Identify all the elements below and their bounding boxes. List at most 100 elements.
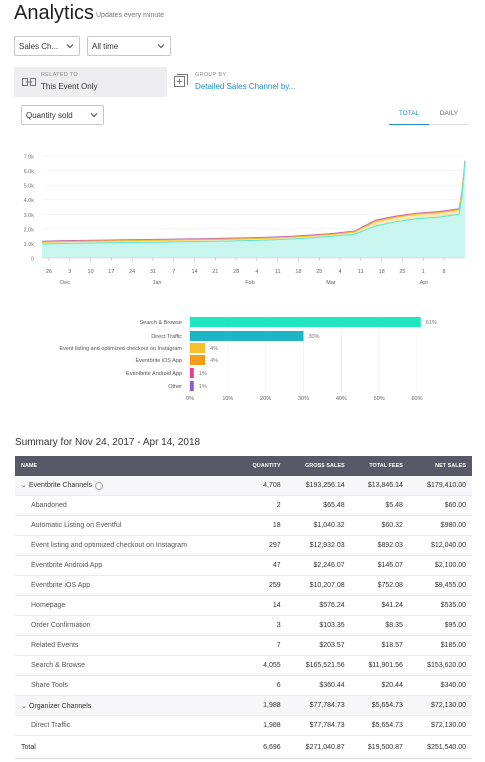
tab-daily[interactable]: DAILY [429, 110, 469, 125]
y-tick-label: 6.0k [24, 169, 35, 175]
x-tick-label: 14 [191, 269, 197, 275]
x-tick-label: 11 [358, 269, 364, 275]
chevron-down-icon[interactable]: ⌄ [21, 702, 27, 710]
table-row: Event listing and optimized checkout on … [15, 535, 472, 556]
y-tick-label: 4.0k [24, 198, 35, 204]
cell-fees: $11,901.56 [350, 655, 409, 676]
series-line [41, 161, 466, 243]
cell-net: $251,540.00 [408, 735, 472, 759]
cell-fees: $5,654.73 [350, 715, 409, 736]
bar [190, 355, 206, 365]
cell-gross: $576.24 [286, 595, 351, 616]
bar-x-tick-label: 20% [260, 396, 271, 402]
group-by-panel[interactable]: GROUP BY Detailed Sales Channel by... [174, 67, 324, 97]
bar [190, 331, 304, 341]
cell-gross: $77,784.73 [286, 715, 351, 736]
related-to-panel[interactable]: RELATED TO This Event Only [14, 67, 167, 97]
month-label: Mar [326, 280, 336, 286]
cell-name: Event listing and optimized checkout on … [15, 535, 237, 556]
tab-total[interactable]: TOTAL [389, 110, 429, 125]
x-tick-label: 3 [68, 269, 71, 275]
series-line [41, 161, 466, 245]
cell-quantity: 6 [237, 675, 287, 696]
group-name: Organizer Channels [29, 702, 92, 710]
metric-select-value: Quantity sold [26, 110, 73, 120]
cell-quantity: 3 [237, 615, 287, 636]
group-by-link[interactable]: Detailed Sales Channel by... [195, 82, 296, 91]
summary-table: NAME QUANTITY GROSS SALES TOTAL FEES NET… [15, 456, 472, 759]
update-note: Updates every minute [96, 12, 165, 19]
y-tick-label: 0 [31, 257, 34, 263]
bar-value-label: 4% [210, 346, 218, 352]
x-tick-label: 18 [379, 269, 385, 275]
cell-quantity: 4,055 [237, 655, 287, 676]
month-label: Dec [60, 280, 70, 286]
bar-category-label: Eventbrite iOS App [136, 358, 182, 364]
group-row[interactable]: ⌄ Eventbrite Channels 4,708 $193,256.14 $13,… [15, 476, 472, 496]
bar [190, 381, 194, 391]
bar-category-label: Event listing and optimized checkout on … [59, 346, 182, 352]
time-select[interactable]: All time [87, 36, 171, 56]
cell-gross: $1,040.32 [286, 515, 351, 536]
y-tick-label: 5.0k [24, 184, 35, 190]
cell-fees: $18.57 [350, 635, 409, 656]
x-tick-label: 1 [422, 269, 425, 275]
cell-name: Total [15, 735, 237, 759]
cell-gross: $103.35 [286, 615, 351, 636]
cell-fees: $13,846.14 [350, 476, 409, 496]
summary-title: Summary for Nov 24, 2017 - Apr 14, 2018 [15, 437, 201, 448]
metric-select[interactable]: Quantity sold [21, 105, 104, 125]
cell-fees: $892.03 [350, 535, 409, 556]
x-tick-label: 25 [316, 269, 322, 275]
cell-name: Share Tools [15, 675, 237, 696]
cell-gross: $360.44 [286, 675, 351, 696]
col-name[interactable]: NAME [15, 456, 237, 476]
y-tick-label: 1.0k [24, 242, 35, 248]
bar-category-label: Search & Browse [140, 320, 183, 326]
related-value: This Event Only [41, 82, 98, 91]
x-tick-label: 24 [129, 269, 135, 275]
col-net-sales[interactable]: NET SALES [408, 456, 472, 476]
cell-name: Automatic Listing on Eventful [15, 515, 237, 536]
table-row: Related Events 7 $203.57 $18.57 $185.00 [15, 635, 472, 656]
table-row: Automatic Listing on Eventful 18 $1,040.32… [15, 515, 472, 536]
x-tick-label: 18 [295, 269, 301, 275]
x-tick-label: 31 [150, 269, 156, 275]
link-icon [22, 78, 36, 86]
bar-x-tick-label: 60% [411, 396, 422, 402]
bar-value-label: 1% [199, 384, 207, 390]
total-row: Total 6,696 $271,040.87 $19,500.87 $251,540.… [15, 735, 472, 759]
cell-quantity: 18 [237, 515, 287, 536]
cell-name: ⌄ Eventbrite Channels [15, 476, 237, 496]
cell-quantity: 1,988 [237, 695, 287, 716]
col-gross-sales[interactable]: GROSS SALES [286, 456, 351, 476]
bar-x-tick-label: 30% [298, 396, 309, 402]
table-row: Direct Traffic 1,988 $77,784.73 $5,654.73 $7… [15, 715, 472, 736]
group-row[interactable]: ⌄ Organizer Channels 1,988 $77,784.73 $5,654… [15, 695, 472, 716]
add-group-icon [174, 74, 188, 87]
col-total-fees[interactable]: TOTAL FEES [350, 456, 409, 476]
cell-quantity: 7 [237, 635, 287, 656]
col-quantity[interactable]: QUANTITY [237, 456, 287, 476]
info-icon[interactable] [95, 481, 104, 490]
cell-name: Order Confirmation [15, 615, 237, 636]
x-tick-label: 11 [275, 269, 281, 275]
cell-gross: $271,040.87 [286, 735, 351, 759]
cell-gross: $165,521.56 [286, 655, 351, 676]
cell-net: $2,100.00 [408, 555, 472, 576]
cell-net: $60.00 [408, 495, 472, 516]
cell-net: $185.00 [408, 635, 472, 656]
bar-category-label: Other [168, 384, 182, 390]
x-tick-label: 10 [88, 269, 94, 275]
group-name: Eventbrite Channels [29, 482, 93, 490]
cell-net: $72,130.00 [408, 695, 472, 716]
chevron-down-icon[interactable]: ⌄ [21, 482, 27, 490]
table-row: Homepage 14 $576.24 $41.24 $535.00 [15, 595, 472, 616]
cell-gross: $203.57 [286, 635, 351, 656]
x-tick-label: 21 [212, 269, 218, 275]
cell-quantity: 14 [237, 595, 287, 616]
bar-value-label: 1% [199, 371, 207, 377]
chevron-down-icon [157, 44, 165, 49]
channel-select[interactable]: Sales Ch... [14, 36, 80, 56]
bar-x-tick-label: 10% [222, 396, 233, 402]
